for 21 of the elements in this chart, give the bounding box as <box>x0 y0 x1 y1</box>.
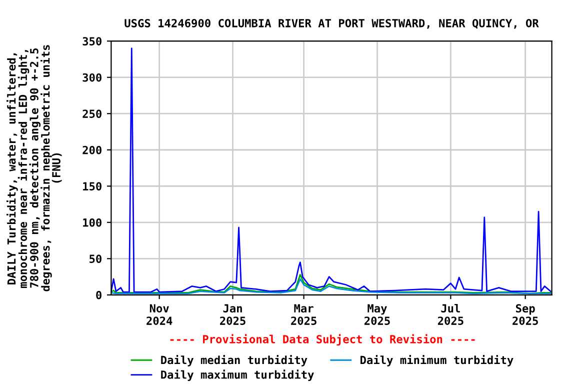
y-axis-title: DAILY Turbidity, water, unfiltered, monochrome near infra-red LED light, 780-900 nm, detection angle 90 +-2.5 degrees, formazin nephelometric units (FNU) <box>6 45 62 292</box>
y-tick-label: 300 <box>82 73 102 82</box>
y-tick-label: 150 <box>83 182 102 191</box>
y-tick-label: 0 <box>96 290 102 300</box>
legend-label: Daily median turbidity <box>161 354 308 366</box>
x-tick-label: Jan 2025 <box>220 304 246 325</box>
x-tick-label: Mar 2025 <box>291 304 316 325</box>
y-tick-label: 350 <box>82 37 102 46</box>
x-tick-label: Sep 2025 <box>512 304 538 325</box>
legend-label: Daily maximum turbidity <box>161 370 314 381</box>
x-tick-label: Jul 2025 <box>438 304 464 325</box>
y-tick-label: 250 <box>82 110 102 118</box>
text: ---- Provisional Data Subject to Revision ---- <box>170 334 475 346</box>
x-tick-label: Nov 2024 <box>146 304 172 325</box>
x-tick-label: May 2025 <box>364 304 390 325</box>
line-series <box>111 48 552 293</box>
y-tick-label: 50 <box>90 254 102 264</box>
y-tick-label: 200 <box>82 146 102 154</box>
legend-label: Daily minimum turbidity <box>360 354 514 366</box>
y-tick-label: 100 <box>83 218 102 227</box>
chart-title: USGS 14246900 COLUMBIA RIVER AT PORT WESTWARD, NEAR QUINCY, OR <box>124 18 539 29</box>
